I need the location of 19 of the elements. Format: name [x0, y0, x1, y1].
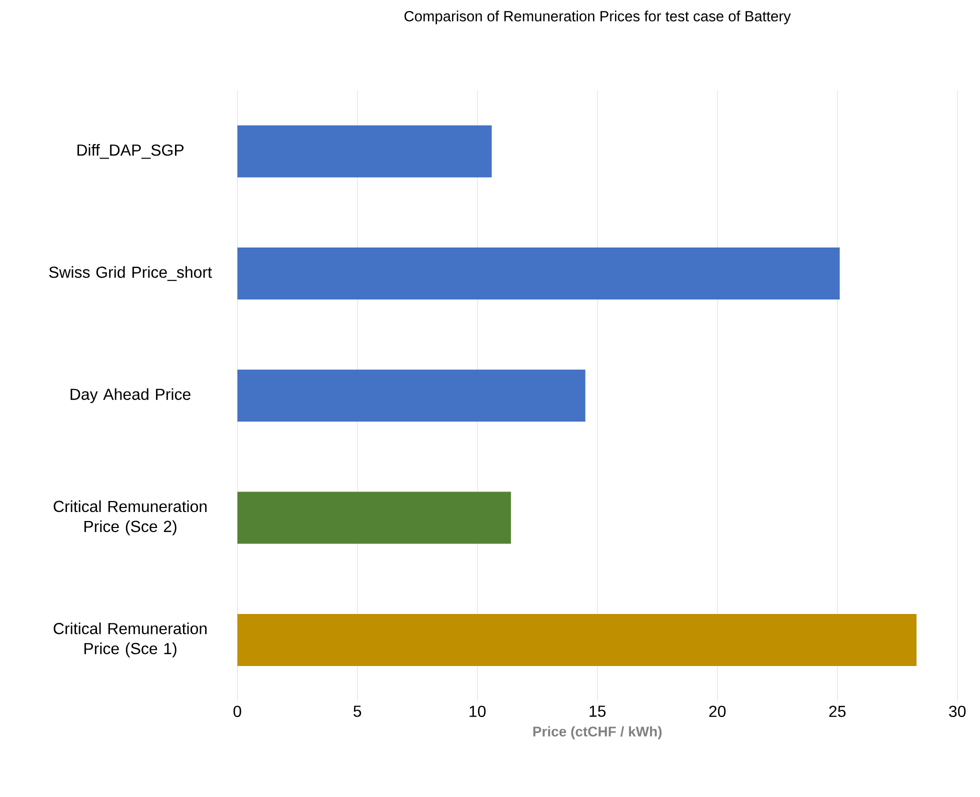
bar	[237, 370, 586, 422]
y-tick-label: Swiss Grid Price_short	[49, 266, 212, 281]
y-tick-label: Critical Remuneration Price (Sce 1)	[54, 622, 207, 658]
bar	[237, 248, 840, 300]
x-tick-label: 20	[709, 706, 726, 718]
x-tick-label: 0	[234, 706, 242, 718]
x-tick-label: 5	[354, 706, 362, 717]
y-tick-label: Diff_DAP_SGP	[77, 144, 184, 159]
x-axis-title: Price (ctCHF / kWh)	[533, 726, 662, 740]
x-tick-label: 30	[949, 706, 966, 718]
y-tick-label: Day Ahead Price	[70, 388, 190, 404]
x-tick-label: 10	[470, 706, 486, 718]
bar	[237, 492, 511, 544]
x-tick-label: 15	[590, 706, 606, 717]
bar	[237, 125, 492, 178]
y-tick-label: Critical Remuneration Price (Sce 2)	[54, 500, 207, 536]
bar	[237, 614, 917, 666]
x-tick-label: 25	[829, 706, 846, 718]
chart-title: Comparison of Remuneration Prices for test case of Battery	[404, 10, 791, 24]
